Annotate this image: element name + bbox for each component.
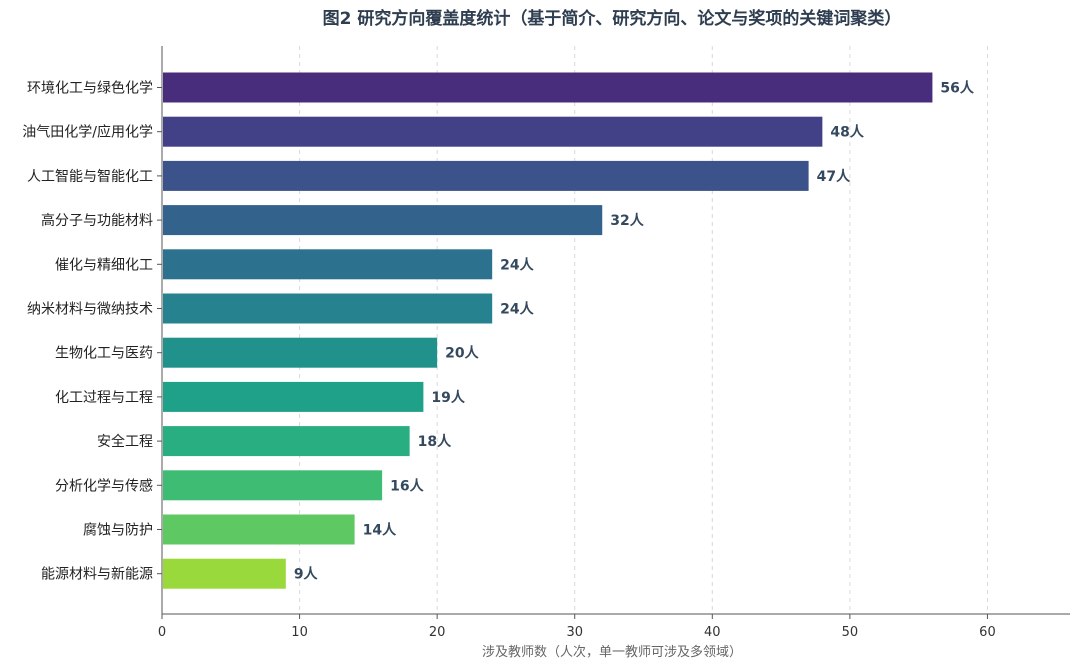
x-tick-label: 30 xyxy=(566,625,583,640)
bars xyxy=(163,72,933,589)
value-label: 19人 xyxy=(431,389,465,406)
x-tick-label: 60 xyxy=(979,625,996,640)
value-label: 56人 xyxy=(940,80,974,97)
value-label: 20人 xyxy=(445,345,479,362)
value-label: 24人 xyxy=(500,256,534,273)
category-label: 分析化学与传感 xyxy=(55,477,153,494)
bar xyxy=(163,426,410,457)
value-label: 18人 xyxy=(418,433,452,450)
category-label: 人工智能与智能化工 xyxy=(27,169,153,185)
value-label: 9人 xyxy=(294,566,319,583)
bar xyxy=(163,293,493,324)
x-tick-label: 20 xyxy=(429,625,446,640)
value-labels: 56人 48人 47人 32人 24人 24人 20人 19人 18人 16人 14人 9人 xyxy=(294,80,975,583)
bar xyxy=(163,249,493,280)
x-ticks: 0 10 20 30 40 50 60 xyxy=(158,614,996,640)
bar xyxy=(163,470,383,501)
bar xyxy=(163,558,286,589)
bar xyxy=(163,160,809,191)
value-label: 48人 xyxy=(830,124,864,141)
category-label: 能源材料与新能源 xyxy=(41,567,153,583)
bar xyxy=(163,72,933,103)
category-label: 腐蚀与防护 xyxy=(83,522,153,539)
x-axis-label: 涉及教师数（人次，单一教师可涉及多领域） xyxy=(482,644,742,660)
value-label: 24人 xyxy=(500,301,534,318)
value-label: 16人 xyxy=(390,477,424,494)
value-label: 14人 xyxy=(363,522,397,539)
x-tick-label: 0 xyxy=(158,625,166,640)
x-tick-label: 10 xyxy=(291,625,308,640)
bar xyxy=(163,381,424,412)
category-label: 油气田化学/应用化学 xyxy=(22,124,153,141)
category-label: 生物化工与医药 xyxy=(55,346,153,362)
category-label: 化工过程与工程 xyxy=(55,390,153,406)
category-label: 环境化工与绿色化学 xyxy=(27,80,153,97)
category-label: 安全工程 xyxy=(97,433,153,450)
bar xyxy=(163,116,823,147)
value-label: 32人 xyxy=(610,212,644,229)
x-tick-label: 50 xyxy=(842,625,859,640)
bar xyxy=(163,514,355,545)
chart-title: 图2 研究方向覆盖度统计（基于简介、研究方向、论文与奖项的关键词聚类） xyxy=(323,8,902,29)
category-label: 高分子与功能材料 xyxy=(41,212,153,229)
category-labels: 环境化工与绿色化学油气田化学/应用化学人工智能与智能化工高分子与功能材料催化与精… xyxy=(22,80,162,583)
category-label: 催化与精细化工 xyxy=(55,257,153,273)
category-label: 纳米材料与微纳技术 xyxy=(27,302,153,318)
x-tick-label: 40 xyxy=(704,625,721,640)
value-label: 47人 xyxy=(817,168,851,185)
bar xyxy=(163,337,438,368)
bar xyxy=(163,205,603,236)
